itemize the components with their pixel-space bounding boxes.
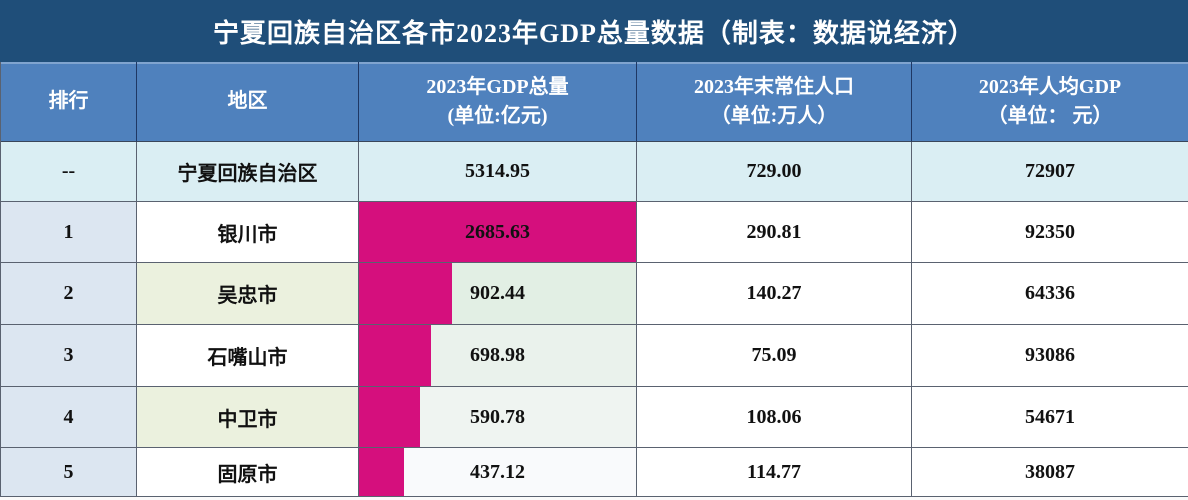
population-cell: 140.27: [637, 263, 912, 325]
column-header-unit: （单位： 元）: [987, 104, 1113, 127]
column-header-per-capita: 2023年人均GDP （单位： 元）: [912, 62, 1188, 142]
per-capita-cell: 54671: [912, 387, 1188, 448]
per-capita-cell: 92350: [912, 202, 1188, 263]
per-capita-cell: 72907: [912, 142, 1188, 202]
rank-cell: 4: [1, 387, 137, 448]
region-cell: 吴忠市: [137, 263, 359, 325]
column-header-label: 排行: [48, 90, 89, 112]
gdp-bar: [359, 448, 405, 496]
table-title: 宁夏回族自治区各市2023年GDP总量数据（制表：数据说经济）: [0, 0, 1188, 62]
gdp-bar: [359, 202, 636, 262]
rank-cell: 5: [1, 448, 137, 497]
gdp-cell: 698.98: [359, 325, 637, 387]
region-cell: 宁夏回族自治区: [137, 142, 359, 202]
population-cell: 729.00: [637, 142, 912, 202]
gdp-value: 5314.95: [465, 160, 530, 182]
gdp-value: 698.98: [470, 344, 525, 366]
rank-cell: --: [1, 142, 137, 202]
column-header-label: 2023年GDP总量: [426, 75, 569, 98]
column-header-gdp: 2023年GDP总量 (单位:亿元): [359, 62, 637, 142]
column-header-rank: 排行: [1, 62, 137, 142]
gdp-bar: [359, 263, 453, 324]
column-header-label: 2023年末常住人口: [694, 75, 854, 98]
bottom-edge: [0, 497, 1188, 500]
population-cell: 108.06: [637, 387, 912, 448]
column-header-population: 2023年末常住人口 （单位:万人）: [637, 62, 912, 142]
region-cell: 银川市: [137, 202, 359, 263]
population-cell: 290.81: [637, 202, 912, 263]
rank-cell: 2: [1, 263, 137, 325]
gdp-value: 902.44: [470, 282, 525, 304]
gdp-cell: 2685.63: [359, 202, 637, 263]
gdp-bar: [359, 387, 420, 447]
region-cell: 中卫市: [137, 387, 359, 448]
gdp-value: 437.12: [470, 460, 525, 483]
region-cell: 石嘴山市: [137, 325, 359, 387]
gdp-cell: 902.44: [359, 263, 637, 325]
rank-cell: 3: [1, 325, 137, 387]
data-table: 排行 地区 2023年GDP总量 (单位:亿元) 2023年末常住人口 （单位:…: [0, 62, 1188, 497]
gdp-value: 2685.63: [465, 220, 530, 243]
population-cell: 75.09: [637, 325, 912, 387]
population-cell: 114.77: [637, 448, 912, 497]
column-header-unit: （单位:万人）: [710, 104, 838, 127]
per-capita-cell: 38087: [912, 448, 1188, 497]
rank-cell: 1: [1, 202, 137, 263]
gdp-cell: 590.78: [359, 387, 637, 448]
column-header-unit: (单位:亿元): [447, 104, 548, 127]
gdp-cell: 5314.95: [359, 142, 637, 202]
column-header-region: 地区: [137, 62, 359, 142]
gdp-cell: 437.12: [359, 448, 637, 497]
column-header-label: 地区: [227, 90, 268, 112]
per-capita-cell: 93086: [912, 325, 1188, 387]
gdp-value: 590.78: [470, 405, 525, 428]
region-cell: 固原市: [137, 448, 359, 497]
per-capita-cell: 64336: [912, 263, 1188, 325]
column-header-label: 2023年人均GDP: [978, 75, 1122, 98]
gdp-bar: [359, 325, 432, 386]
